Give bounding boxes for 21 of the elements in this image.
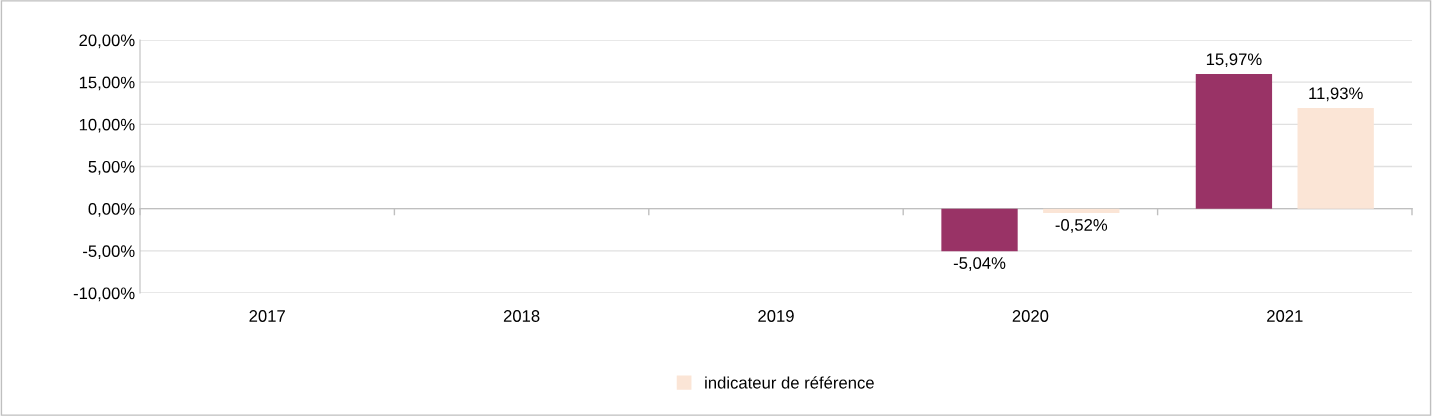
x-tick-label: 2020: [1012, 310, 1049, 322]
bar: [941, 208, 1018, 252]
y-tick-label: 20,00%: [79, 34, 135, 49]
data-label: 15,97%: [1206, 53, 1262, 68]
y-tick-label: 10,00%: [79, 118, 135, 133]
bar: [1195, 73, 1273, 209]
bar: [1297, 108, 1374, 209]
data-label: -5,04%: [953, 257, 1006, 271]
bar: [1043, 208, 1120, 214]
data-label: 11,93%: [1309, 87, 1363, 102]
y-tick-label: 5,00%: [88, 160, 135, 175]
y-tick-label: -10,00%: [73, 287, 135, 302]
x-tick-label: 2019: [758, 310, 794, 322]
y-tick-label: 0,00%: [88, 203, 135, 217]
data-label: -0,52%: [1055, 219, 1108, 233]
y-tick-label: 15,00%: [79, 76, 135, 91]
y-tick-label: -5,00%: [83, 245, 135, 260]
x-tick-label: 2018: [503, 310, 540, 322]
x-tick-label: 2017: [249, 310, 285, 322]
legend-label: indicateur de référence: [705, 376, 874, 389]
x-tick-label: 2021: [1267, 310, 1303, 322]
